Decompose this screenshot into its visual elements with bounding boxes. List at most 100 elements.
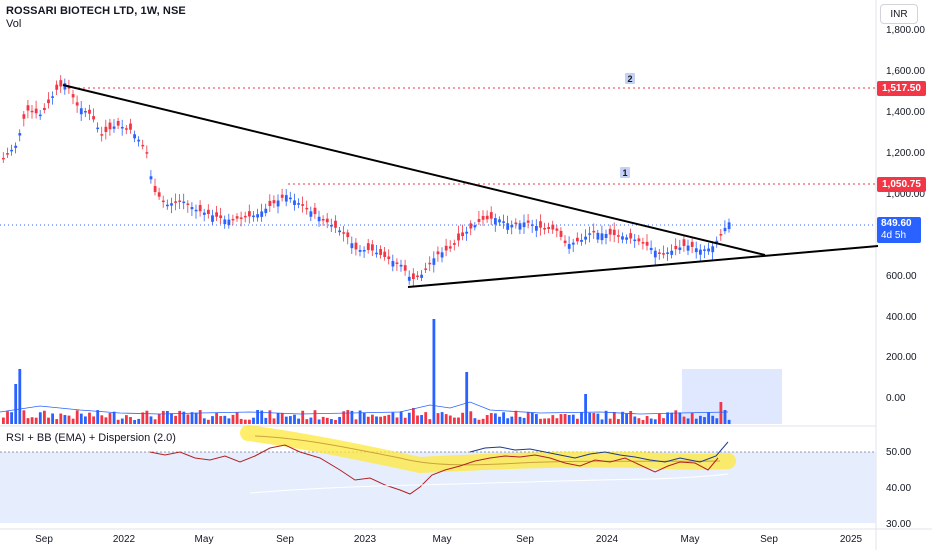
marker-2[interactable]: 2 <box>625 73 635 84</box>
marker-1[interactable]: 1 <box>620 167 630 178</box>
candle-body <box>338 230 341 233</box>
volume-bar <box>334 419 337 424</box>
volume-bar <box>641 419 645 424</box>
volume-bar <box>518 416 522 424</box>
candle-body <box>473 225 477 228</box>
volume-bar <box>686 418 690 424</box>
candle-body <box>727 222 731 230</box>
price-tick: 1,600.00 <box>886 66 925 77</box>
candle-body <box>457 233 460 241</box>
candle-body <box>334 220 337 228</box>
volume-bar <box>485 415 489 424</box>
candle-body <box>453 243 456 245</box>
volume-bar <box>141 412 145 424</box>
candle-body <box>280 194 284 198</box>
rsi-tick: 50.00 <box>886 447 912 458</box>
volume-bar <box>34 417 38 424</box>
volume-bar <box>371 414 374 424</box>
volume-bar <box>412 408 415 424</box>
volume-bar <box>325 417 329 424</box>
last-price: 849.60 <box>881 218 912 229</box>
volume-bar <box>55 419 59 424</box>
volume-bar <box>2 417 5 424</box>
rsi-line-red <box>149 444 719 495</box>
candle-body <box>686 245 690 251</box>
volume-bars <box>0 319 731 424</box>
volume-bar <box>280 412 284 424</box>
candle-body <box>489 212 493 219</box>
volume-bar <box>662 418 665 424</box>
candle-body <box>6 153 9 155</box>
rsi-tick: 40.00 <box>886 483 912 494</box>
volume-bar <box>284 416 288 424</box>
volume-bar <box>477 419 481 424</box>
candle-body <box>588 233 592 235</box>
volume-bar <box>563 413 567 424</box>
rsi-indicator-title[interactable]: RSI + BB (EMA) + Dispersion (2.0) <box>6 432 176 444</box>
volume-bar <box>535 414 538 424</box>
candle-body <box>617 235 620 237</box>
volume-bar <box>551 415 555 424</box>
volume-bar <box>301 410 305 424</box>
time-tick: Sep <box>516 534 534 545</box>
volume-bar <box>92 416 95 424</box>
volume-bar <box>38 412 42 424</box>
candle-body <box>219 215 223 219</box>
candle-body <box>301 204 305 206</box>
volume-bar <box>358 410 362 424</box>
volume-tick: 0.00 <box>886 393 906 404</box>
volume-bar <box>354 419 358 424</box>
volume-bar <box>350 410 354 424</box>
candle-body <box>612 229 616 236</box>
candle-body <box>161 200 165 203</box>
volume-bar <box>88 412 91 424</box>
volume-bar <box>674 410 678 424</box>
volume-bar <box>420 415 423 424</box>
time-tick: 2022 <box>112 534 136 545</box>
candle-body <box>699 249 702 255</box>
candle-body <box>518 223 522 230</box>
volume-bar <box>399 411 403 424</box>
candle-body <box>403 265 407 271</box>
volume-bar <box>47 417 50 424</box>
candle-body <box>276 200 280 207</box>
volume-bar <box>469 411 473 424</box>
candle-body <box>391 261 395 267</box>
price-tag-level-1: 1,050.75 <box>877 177 926 192</box>
volume-bar <box>51 413 54 424</box>
volume-bar <box>440 412 444 424</box>
rsi-line-blue <box>469 441 729 463</box>
candle-body <box>719 234 723 236</box>
candle-body <box>526 220 530 223</box>
candle-body <box>428 262 432 265</box>
volume-bar <box>653 419 657 424</box>
price-tag-level-2: 1,517.50 <box>877 81 926 96</box>
bar-countdown: 4d 5h <box>881 230 907 241</box>
volume-bar <box>276 412 280 424</box>
candle-body <box>465 231 469 234</box>
volume-bar <box>178 410 182 424</box>
candle-body <box>96 127 100 130</box>
volume-bar <box>272 418 276 424</box>
candle-body <box>633 239 637 242</box>
candle-body <box>108 122 112 130</box>
candle-body <box>682 239 686 246</box>
volume-bar <box>629 410 633 424</box>
volume-bar <box>383 415 387 424</box>
volume-bar <box>444 414 448 424</box>
candle-body <box>321 219 325 221</box>
volume-bar <box>727 419 731 424</box>
volume-bar <box>125 415 128 424</box>
currency-button[interactable]: INR <box>880 4 918 24</box>
volume-bar <box>522 417 526 424</box>
candle-body <box>674 245 678 250</box>
volume-bar <box>608 418 612 424</box>
candle-body <box>10 149 13 152</box>
candle-body <box>88 109 91 114</box>
volume-bar <box>63 415 67 424</box>
candle-body <box>43 107 46 110</box>
volume-tick: 400.00 <box>886 312 917 323</box>
candle-body <box>215 212 218 217</box>
candle-body <box>38 114 42 117</box>
